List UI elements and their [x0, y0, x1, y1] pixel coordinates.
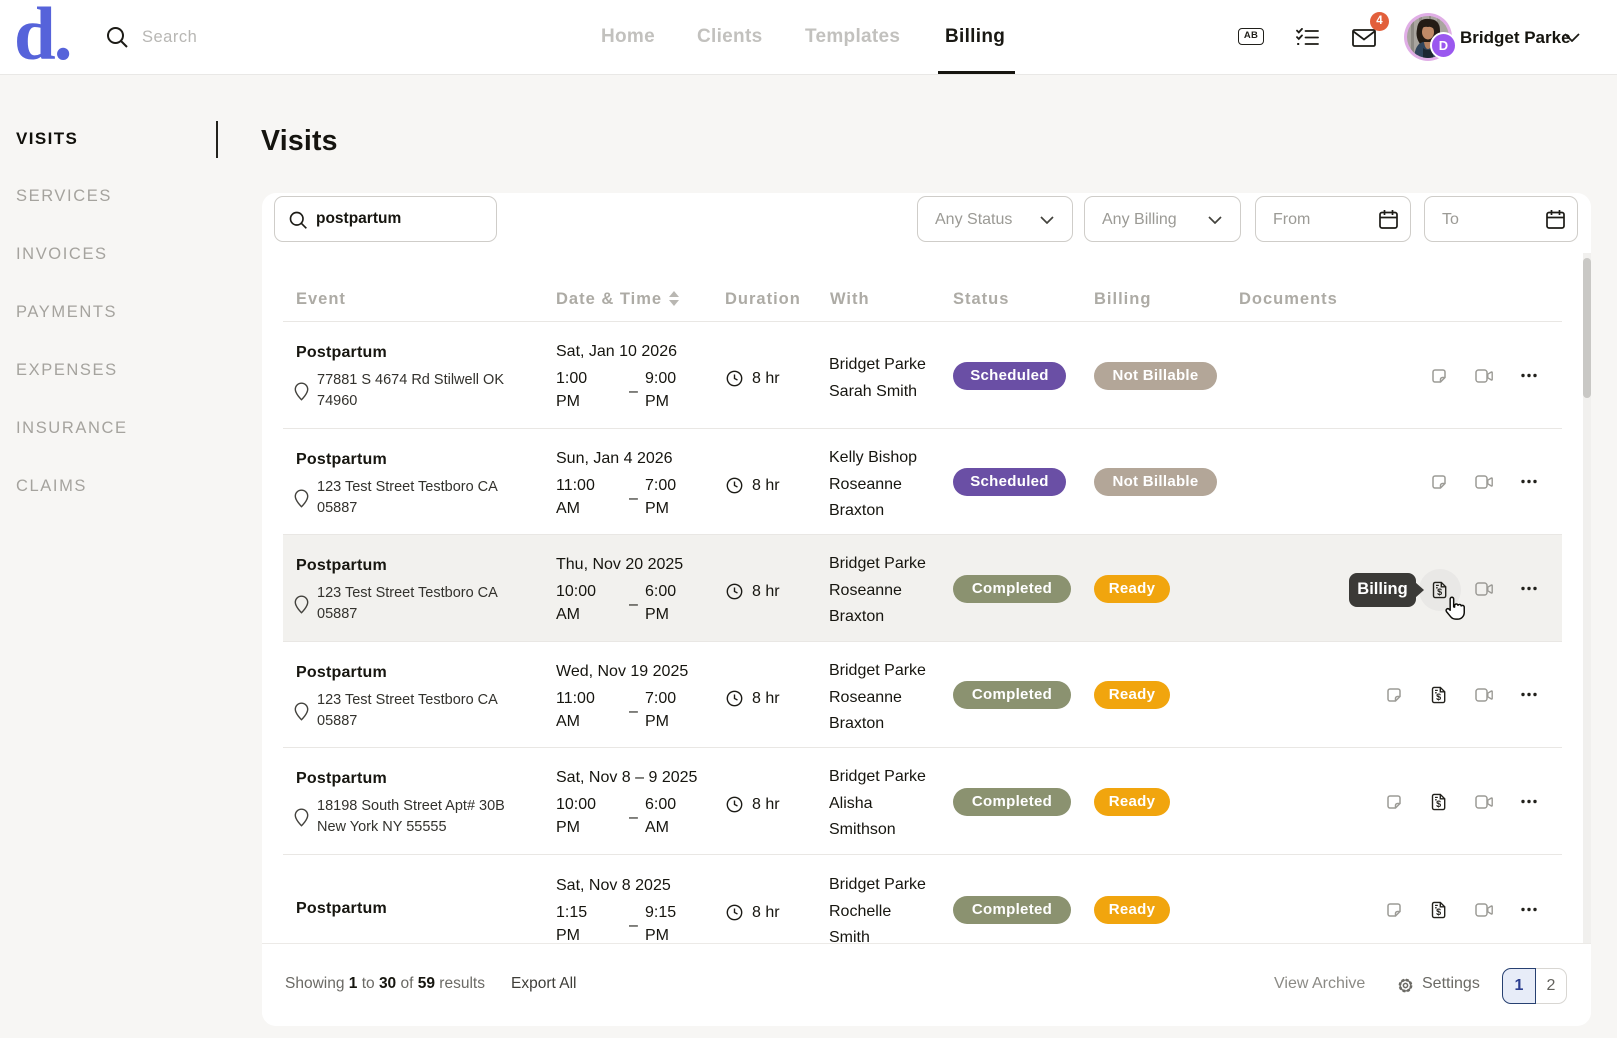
svg-text:$: $	[1436, 907, 1441, 917]
svg-text:$: $	[1436, 799, 1441, 809]
svg-text:$: $	[1436, 692, 1441, 702]
svg-text:$: $	[1437, 587, 1442, 597]
